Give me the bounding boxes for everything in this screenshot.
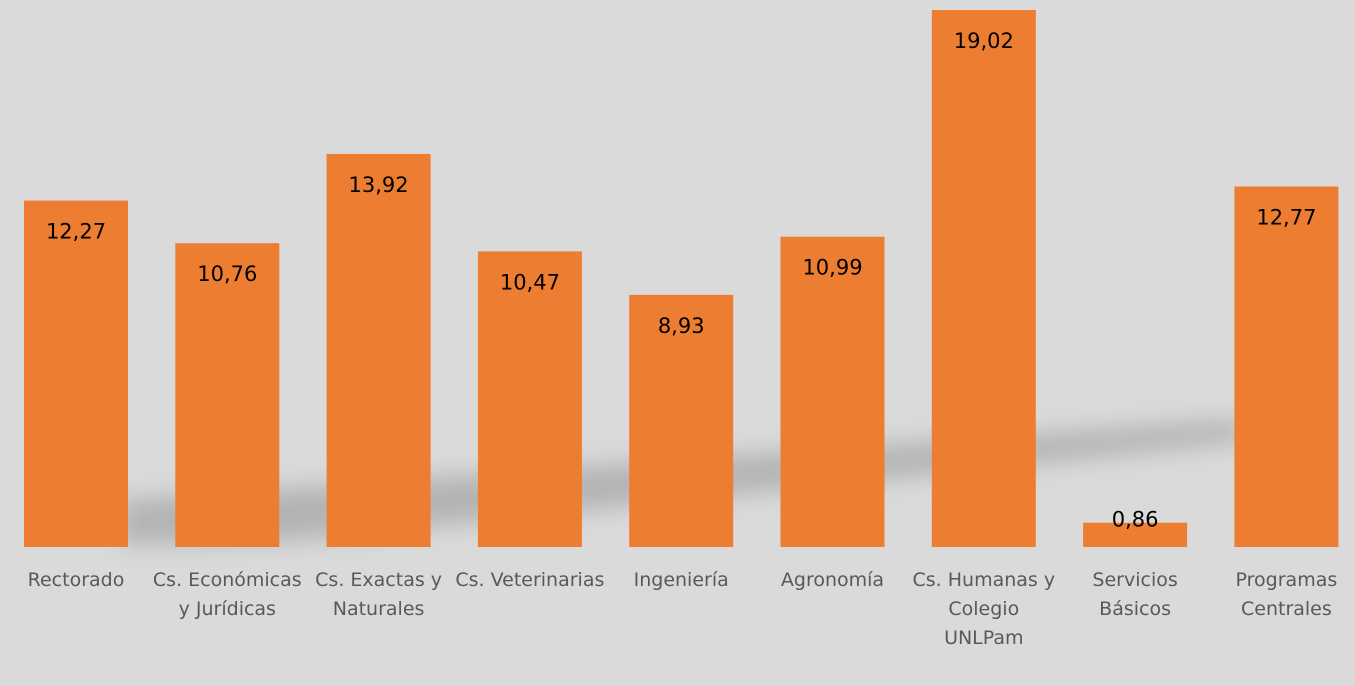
bar <box>780 236 885 547</box>
bar <box>629 294 734 547</box>
bar <box>175 243 280 548</box>
x-tick-label: Cs. Veterinarias <box>455 569 605 591</box>
value-label: 0,86 <box>1112 508 1159 532</box>
x-tick-label: Agronomía <box>780 569 885 591</box>
bar <box>1234 186 1339 547</box>
bar <box>931 10 1036 547</box>
x-tick-label: Cs. Humanas y Colegio UNLPam <box>912 569 1056 649</box>
x-tick-label: Ingeniería <box>633 569 729 591</box>
value-label: 10,76 <box>197 262 257 286</box>
value-label: 19,02 <box>954 29 1014 53</box>
bar <box>477 251 582 547</box>
bar <box>1083 522 1188 547</box>
x-tick-label: Rectorado <box>27 569 125 591</box>
value-label: 8,93 <box>658 314 705 338</box>
value-label: 13,92 <box>349 173 409 197</box>
x-tick-label: Cs. Exactas y Naturales <box>315 569 443 620</box>
value-label: 12,77 <box>1256 205 1316 229</box>
value-label: 10,47 <box>500 270 560 294</box>
bar <box>326 153 431 547</box>
value-label: 12,27 <box>46 220 106 244</box>
bar <box>24 200 128 547</box>
x-tick-label: Cs. Económicas y Jurídicas <box>152 569 302 620</box>
x-tick-label: Servicios Básicos <box>1092 569 1178 620</box>
x-tick-label: Programas Centrales <box>1235 569 1338 620</box>
value-label: 10,99 <box>802 256 862 280</box>
